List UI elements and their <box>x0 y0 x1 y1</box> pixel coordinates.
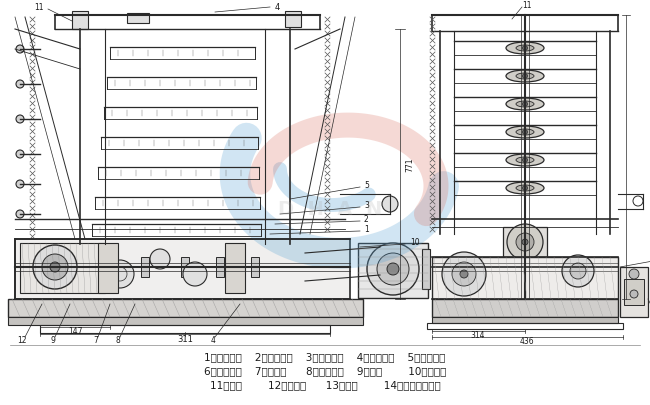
Text: 10: 10 <box>410 238 420 247</box>
Circle shape <box>183 262 207 286</box>
Bar <box>20 243 105 293</box>
Ellipse shape <box>516 46 534 52</box>
Circle shape <box>16 46 24 54</box>
Bar <box>422 249 430 289</box>
Bar <box>285 12 301 28</box>
Bar <box>503 228 547 257</box>
Text: 5: 5 <box>364 181 369 190</box>
Circle shape <box>16 81 24 89</box>
Text: 4: 4 <box>275 2 280 11</box>
Circle shape <box>377 254 409 285</box>
Circle shape <box>507 224 543 260</box>
Bar <box>225 243 245 293</box>
Bar <box>40 325 330 333</box>
Ellipse shape <box>506 71 544 83</box>
Circle shape <box>523 74 528 79</box>
Text: 4: 4 <box>211 336 215 345</box>
Ellipse shape <box>506 43 544 55</box>
Ellipse shape <box>506 127 544 139</box>
Circle shape <box>523 47 528 51</box>
Bar <box>620 267 648 317</box>
Bar <box>624 279 644 305</box>
Text: 436: 436 <box>520 337 534 345</box>
Ellipse shape <box>506 155 544 166</box>
Text: 314: 314 <box>471 331 486 340</box>
Circle shape <box>523 186 528 191</box>
Circle shape <box>460 270 468 278</box>
Bar <box>432 257 618 299</box>
Bar <box>181 257 189 277</box>
Text: 11: 11 <box>34 4 44 13</box>
Circle shape <box>570 263 586 279</box>
Bar <box>101 257 109 277</box>
Text: 12: 12 <box>18 336 27 345</box>
Text: 3: 3 <box>364 201 369 210</box>
Text: 11: 11 <box>522 2 532 11</box>
Circle shape <box>387 263 399 275</box>
Circle shape <box>367 243 419 295</box>
Text: 8: 8 <box>116 336 120 345</box>
Circle shape <box>523 158 528 163</box>
Circle shape <box>630 290 638 298</box>
Bar <box>15 239 350 299</box>
Circle shape <box>150 249 170 269</box>
Ellipse shape <box>516 102 534 108</box>
Bar <box>8 299 363 317</box>
Circle shape <box>16 151 24 159</box>
Text: 7: 7 <box>94 336 98 345</box>
Bar <box>432 317 618 323</box>
Text: 1: 1 <box>364 225 369 234</box>
Bar <box>251 257 259 277</box>
Ellipse shape <box>516 158 534 164</box>
Circle shape <box>16 211 24 218</box>
Ellipse shape <box>506 183 544 194</box>
Circle shape <box>442 252 486 296</box>
Text: 147: 147 <box>68 327 83 336</box>
Circle shape <box>562 256 594 287</box>
Bar <box>432 299 618 317</box>
Circle shape <box>522 239 528 245</box>
Circle shape <box>516 233 534 252</box>
Bar <box>98 243 118 293</box>
Bar <box>72 12 88 30</box>
Ellipse shape <box>506 99 544 111</box>
Text: 2: 2 <box>364 215 369 224</box>
Text: 771: 771 <box>406 158 415 172</box>
Text: 311: 311 <box>177 335 193 344</box>
Circle shape <box>33 245 77 289</box>
Circle shape <box>523 102 528 107</box>
Text: 9: 9 <box>51 336 55 345</box>
Bar <box>8 317 363 325</box>
Bar <box>358 243 428 298</box>
Ellipse shape <box>516 130 534 136</box>
Text: 11、锤铁        12、甩油器      13、螺塔        14、自动停车装置: 11、锤铁 12、甩油器 13、螺塔 14、自动停车装置 <box>209 379 441 389</box>
Circle shape <box>50 262 60 272</box>
Ellipse shape <box>516 74 534 80</box>
Text: D  H  A  N: D H A N <box>278 200 382 219</box>
Ellipse shape <box>516 185 534 192</box>
Bar <box>216 257 224 277</box>
Bar <box>141 257 149 277</box>
Circle shape <box>16 116 24 124</box>
Circle shape <box>16 181 24 189</box>
Bar <box>127 14 149 24</box>
Bar <box>427 323 623 329</box>
Circle shape <box>106 260 134 288</box>
Text: 6、小斜齿轮    7、凸轮轴      8、大斜齿轮    9、凸轮        10、跳动杆: 6、小斜齿轮 7、凸轮轴 8、大斜齿轮 9、凸轮 10、跳动杆 <box>204 365 446 375</box>
Circle shape <box>382 196 398 213</box>
Text: 1、传动主轴    2、小斜齿轮    3、大斜齿轮    4、上偏心轮    5、下偏心轮: 1、传动主轴 2、小斜齿轮 3、大斜齿轮 4、上偏心轮 5、下偏心轮 <box>204 351 446 361</box>
Circle shape <box>452 262 476 286</box>
Circle shape <box>629 269 639 279</box>
Circle shape <box>42 254 68 280</box>
Circle shape <box>523 130 528 135</box>
